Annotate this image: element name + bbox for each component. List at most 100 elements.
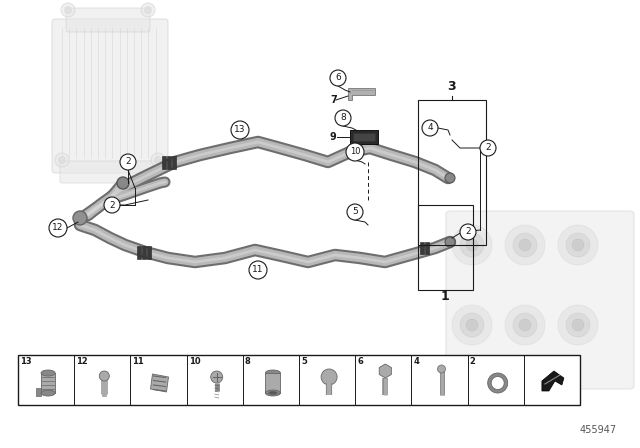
Circle shape <box>117 177 129 189</box>
Circle shape <box>65 7 72 13</box>
Circle shape <box>346 143 364 161</box>
Text: 4: 4 <box>427 124 433 133</box>
Circle shape <box>154 156 161 164</box>
Circle shape <box>460 313 484 337</box>
Text: 6: 6 <box>357 357 363 366</box>
Circle shape <box>513 313 537 337</box>
Circle shape <box>519 319 531 331</box>
Text: 6: 6 <box>335 73 341 82</box>
Bar <box>350 130 378 144</box>
Circle shape <box>460 233 484 257</box>
Circle shape <box>558 305 598 345</box>
Text: 10: 10 <box>349 147 360 156</box>
Text: 10: 10 <box>189 357 200 366</box>
Circle shape <box>347 204 363 220</box>
Text: 9: 9 <box>330 132 337 142</box>
Polygon shape <box>348 88 375 100</box>
Bar <box>137 246 141 259</box>
Text: 5: 5 <box>352 207 358 216</box>
Circle shape <box>49 219 67 237</box>
Circle shape <box>73 211 87 225</box>
Bar <box>266 373 280 393</box>
Ellipse shape <box>41 370 55 376</box>
Text: 13: 13 <box>20 357 31 366</box>
Circle shape <box>249 261 267 279</box>
Circle shape <box>566 313 590 337</box>
Circle shape <box>466 239 478 251</box>
Circle shape <box>505 225 545 265</box>
Ellipse shape <box>269 391 277 395</box>
Text: 1: 1 <box>440 290 449 303</box>
Circle shape <box>566 233 590 257</box>
Circle shape <box>513 233 537 257</box>
Circle shape <box>58 156 65 164</box>
Bar <box>353 133 375 141</box>
Circle shape <box>572 319 584 331</box>
Text: 13: 13 <box>234 125 246 134</box>
Circle shape <box>422 120 438 136</box>
Bar <box>147 246 151 259</box>
Text: 2: 2 <box>125 158 131 167</box>
Circle shape <box>104 197 120 213</box>
Bar <box>420 242 424 254</box>
Bar <box>167 156 171 169</box>
Circle shape <box>211 371 223 383</box>
Circle shape <box>151 153 165 167</box>
Text: 2: 2 <box>470 357 476 366</box>
Polygon shape <box>380 364 392 378</box>
Text: 4: 4 <box>413 357 419 366</box>
Text: 2: 2 <box>109 201 115 210</box>
Circle shape <box>99 371 109 381</box>
Text: 8: 8 <box>340 113 346 122</box>
Circle shape <box>335 110 351 126</box>
Circle shape <box>321 369 337 385</box>
Circle shape <box>330 70 346 86</box>
Text: 2: 2 <box>485 143 491 152</box>
Text: 3: 3 <box>448 80 456 93</box>
Ellipse shape <box>41 390 55 396</box>
Ellipse shape <box>266 370 280 376</box>
Bar <box>142 246 146 259</box>
Circle shape <box>572 239 584 251</box>
Circle shape <box>452 305 492 345</box>
Text: 12: 12 <box>52 224 64 233</box>
Circle shape <box>505 305 545 345</box>
Circle shape <box>231 121 249 139</box>
Circle shape <box>466 319 478 331</box>
Bar <box>36 388 41 396</box>
Circle shape <box>445 173 455 183</box>
Text: 12: 12 <box>76 357 88 366</box>
Circle shape <box>438 365 445 373</box>
Circle shape <box>145 7 152 13</box>
FancyBboxPatch shape <box>52 19 168 173</box>
FancyBboxPatch shape <box>60 161 162 183</box>
FancyBboxPatch shape <box>66 8 150 32</box>
Text: 11: 11 <box>132 357 144 366</box>
Bar <box>162 156 166 169</box>
Circle shape <box>61 3 75 17</box>
Circle shape <box>558 225 598 265</box>
Circle shape <box>120 154 136 170</box>
Circle shape <box>452 225 492 265</box>
Bar <box>18 355 580 405</box>
Text: 5: 5 <box>301 357 307 366</box>
Bar <box>41 373 55 393</box>
Circle shape <box>519 239 531 251</box>
Text: 455947: 455947 <box>580 425 617 435</box>
Circle shape <box>460 224 476 240</box>
Bar <box>172 156 176 169</box>
Polygon shape <box>542 371 564 391</box>
Text: 2: 2 <box>465 228 471 237</box>
Polygon shape <box>150 374 168 392</box>
Bar <box>418 205 473 290</box>
Circle shape <box>55 153 69 167</box>
FancyBboxPatch shape <box>446 211 634 389</box>
Circle shape <box>141 3 155 17</box>
Bar <box>418 100 486 245</box>
Text: 11: 11 <box>252 266 264 275</box>
Text: 8: 8 <box>245 357 250 366</box>
Ellipse shape <box>266 390 280 396</box>
Circle shape <box>445 237 455 247</box>
Bar <box>425 242 429 254</box>
Text: 7: 7 <box>330 95 337 105</box>
